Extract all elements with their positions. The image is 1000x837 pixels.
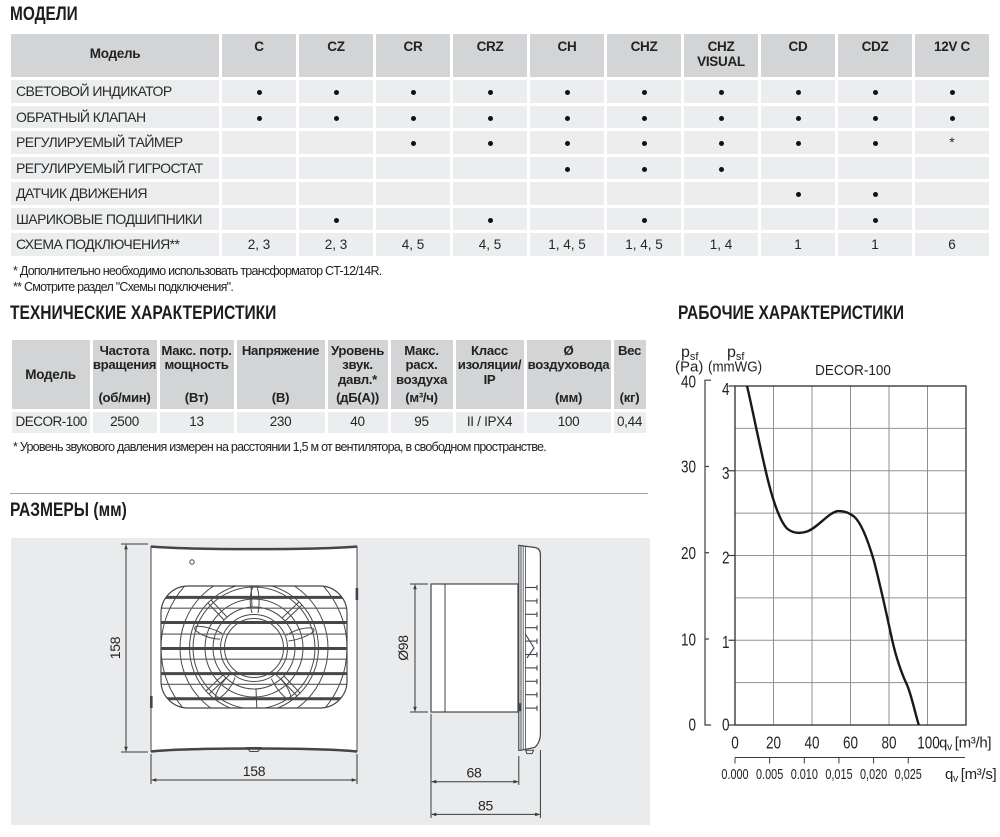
svg-text:2: 2 [722,549,730,568]
svg-text:(mmWG): (mmWG) [708,359,762,376]
svg-text:0,025: 0,025 [895,765,922,782]
svg-text:40: 40 [804,734,819,753]
svg-text:0,020: 0,020 [860,765,887,782]
svg-text:0.010: 0.010 [791,765,818,782]
svg-text:20: 20 [766,734,781,753]
svg-text:0: 0 [722,716,730,735]
svg-text:qv [m³/s]: qv [m³/s] [945,766,997,785]
svg-text:0: 0 [731,734,739,753]
svg-text:DECOR-100: DECOR-100 [815,362,891,379]
svg-text:(Pa): (Pa) [675,359,703,376]
svg-text:0,015: 0,015 [825,765,852,782]
svg-text:158: 158 [243,763,266,779]
svg-text:80: 80 [881,734,896,753]
svg-text:158: 158 [107,636,123,659]
svg-text:4: 4 [722,380,730,399]
svg-text:40: 40 [681,373,696,392]
svg-text:10: 10 [681,631,696,650]
svg-text:qv [m³/h]: qv [m³/h] [939,735,991,754]
svg-text:Ø98: Ø98 [395,635,411,661]
svg-text:0.000: 0.000 [721,765,748,782]
svg-text:85: 85 [478,797,493,813]
svg-text:1: 1 [722,633,730,652]
svg-text:60: 60 [843,734,858,753]
svg-text:0: 0 [688,716,696,735]
svg-text:3: 3 [722,464,730,483]
svg-text:68: 68 [467,765,482,781]
svg-text:20: 20 [681,544,696,563]
svg-text:100: 100 [917,734,940,753]
svg-text:0.005: 0.005 [756,765,783,782]
svg-text:30: 30 [681,458,696,477]
